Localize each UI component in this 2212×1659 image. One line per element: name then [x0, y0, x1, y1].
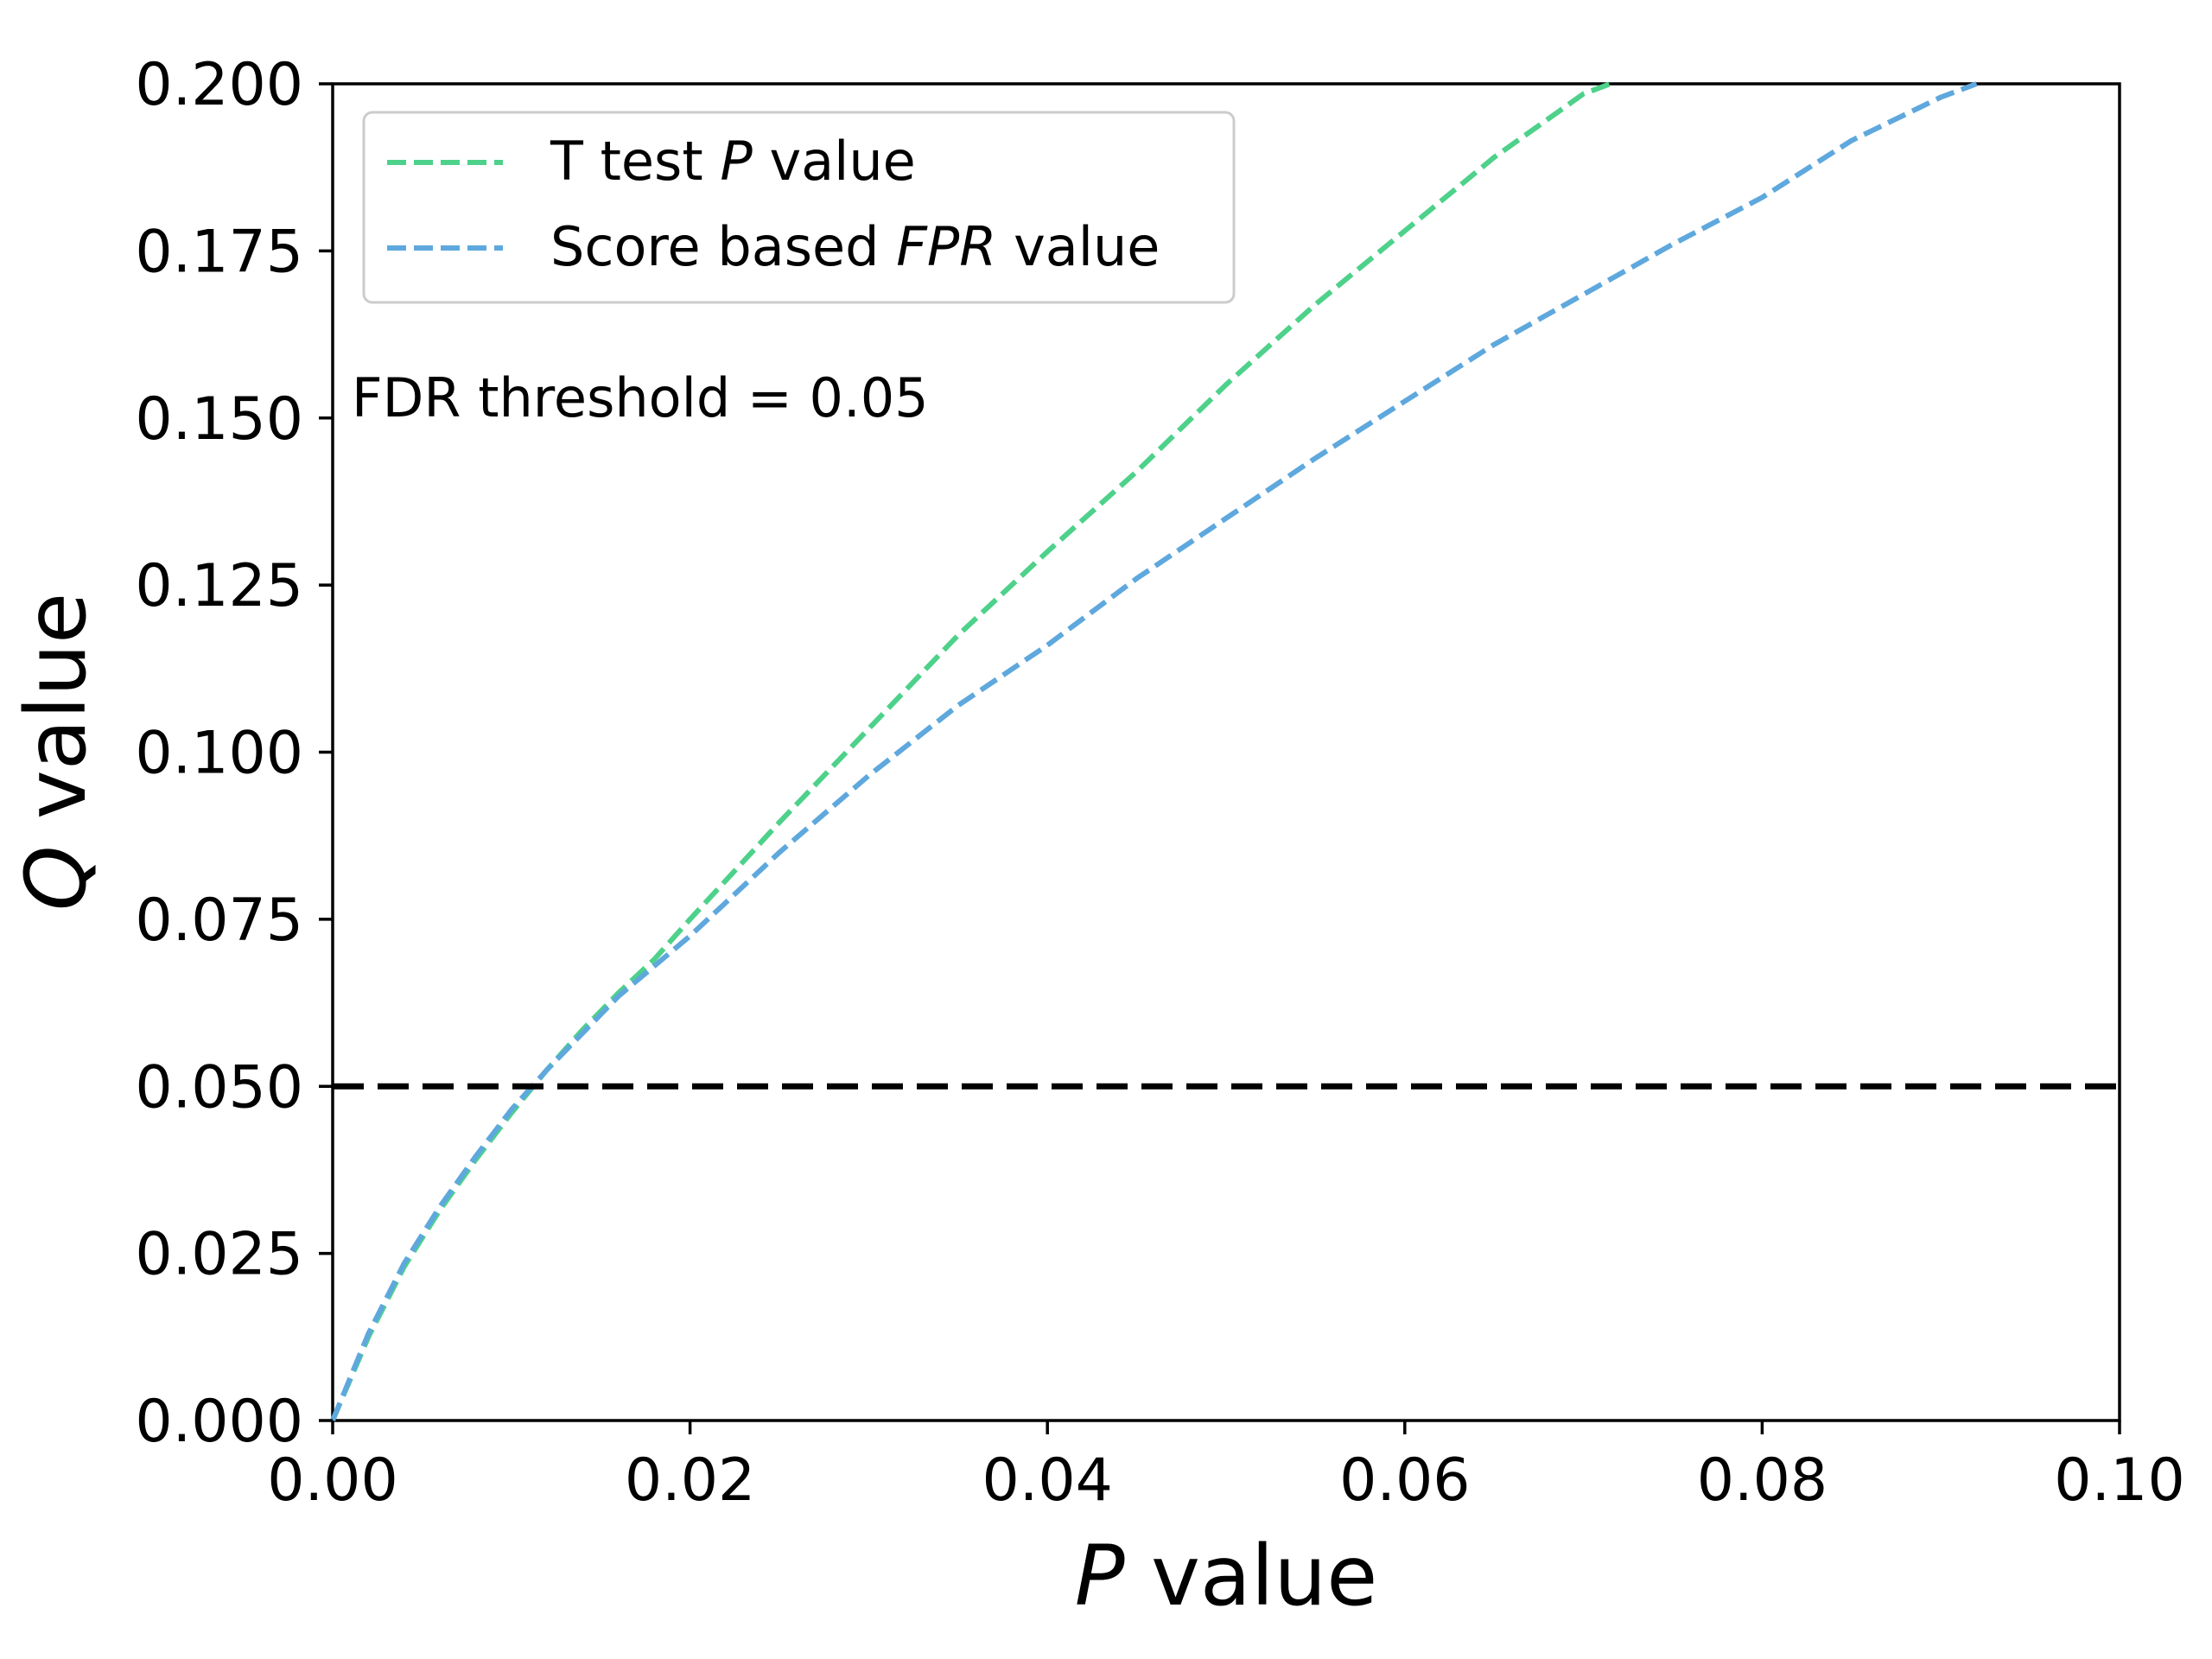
x-tick-label: 0.04 [982, 1446, 1112, 1515]
y-tick-label: 0.000 [135, 1388, 303, 1456]
y-tick-label: 0.050 [135, 1053, 303, 1122]
legend: T test P value Score based FPR value [362, 111, 1236, 304]
ticks-layer: 0.00 0.02 0.04 0.06 0.08 0.10 0.000 0.025 0.050 0… [135, 51, 2184, 1515]
x-tick-label: 0.02 [625, 1446, 755, 1515]
legend-label-score-b: FPR [896, 215, 996, 278]
x-tick-label: 0.08 [1697, 1446, 1827, 1515]
fdr-threshold-annotation: FDR threshold = 0.05 [352, 366, 929, 429]
legend-label-ttest-a: T test [550, 130, 720, 193]
y-axis-label-italic: Q [8, 846, 105, 912]
legend-label-score-a: Score based [550, 215, 896, 278]
series-line-ttest [330, 81, 1611, 1422]
x-tick-label: 0.06 [1339, 1446, 1470, 1515]
series-line-score [330, 81, 1978, 1422]
x-axis-label-italic: P [1075, 1528, 1125, 1624]
y-tick-label: 0.175 [135, 218, 303, 286]
x-tick-label: 0.00 [267, 1446, 397, 1515]
series-layer [330, 81, 1978, 1422]
y-tick-label: 0.125 [135, 552, 303, 620]
legend-label-ttest-c: value [753, 130, 916, 193]
legend-box [362, 111, 1236, 304]
y-axis-label-rest: value [8, 593, 105, 846]
legend-label-ttest-b: P [720, 130, 753, 193]
y-axis-label: Q value [8, 593, 105, 911]
x-axis-label-rest: value [1125, 1528, 1378, 1624]
legend-label-score-c: value [996, 215, 1160, 278]
legend-label-ttest: T test P value [550, 130, 916, 193]
y-tick-label: 0.200 [135, 51, 303, 119]
x-axis-label: P value [1075, 1528, 1378, 1624]
legend-label-score: Score based FPR value [550, 215, 1160, 278]
y-tick-label: 0.075 [135, 887, 303, 955]
y-tick-label: 0.100 [135, 720, 303, 788]
plot-area [331, 82, 2121, 1422]
y-tick-label: 0.150 [135, 385, 303, 454]
x-tick-label: 0.10 [2054, 1446, 2184, 1515]
y-tick-label: 0.025 [135, 1221, 303, 1289]
